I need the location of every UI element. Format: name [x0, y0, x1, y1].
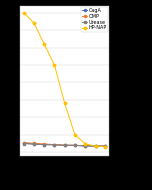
OMP — [54, 143, 55, 146]
HP-NAP — [85, 143, 86, 145]
HP-NAP — [54, 64, 55, 66]
Line: CagA: CagA — [23, 142, 106, 147]
HP-NAP — [43, 43, 45, 45]
HP-NAP — [74, 134, 76, 136]
Legend: CagA, OMP, Urease, HP-NAP: CagA, OMP, Urease, HP-NAP — [81, 7, 109, 32]
CagA — [54, 143, 55, 146]
HP-NAP — [104, 146, 106, 148]
OMP — [74, 144, 76, 146]
Urease — [54, 144, 55, 146]
HP-NAP — [33, 22, 35, 24]
OMP — [104, 145, 106, 147]
Urease — [43, 143, 45, 146]
CagA — [85, 145, 86, 147]
Urease — [104, 145, 106, 147]
CagA — [74, 144, 76, 146]
CagA — [95, 145, 97, 147]
Urease — [64, 144, 66, 146]
X-axis label: Anti-HP-NAP (H. Pylori) clone RM412 [μg/ml]: Anti-HP-NAP (H. Pylori) clone RM412 [μg/… — [7, 179, 123, 184]
Urease — [23, 142, 25, 145]
Urease — [95, 145, 97, 147]
Urease — [74, 144, 76, 146]
Line: Urease: Urease — [23, 142, 106, 147]
OMP — [23, 141, 25, 144]
Urease — [33, 143, 35, 145]
Line: OMP: OMP — [23, 142, 106, 147]
OMP — [64, 144, 66, 146]
CagA — [23, 142, 25, 144]
CagA — [104, 145, 106, 147]
CagA — [64, 144, 66, 146]
CagA — [33, 143, 35, 145]
Line: HP-NAP: HP-NAP — [23, 12, 106, 148]
OMP — [85, 145, 86, 147]
Urease — [85, 145, 86, 147]
Y-axis label: Abs (450nm): Abs (450nm) — [0, 64, 3, 98]
OMP — [43, 143, 45, 145]
OMP — [33, 142, 35, 144]
CagA — [43, 143, 45, 146]
HP-NAP — [64, 102, 66, 105]
OMP — [95, 145, 97, 147]
HP-NAP — [23, 12, 25, 14]
HP-NAP — [95, 145, 97, 147]
